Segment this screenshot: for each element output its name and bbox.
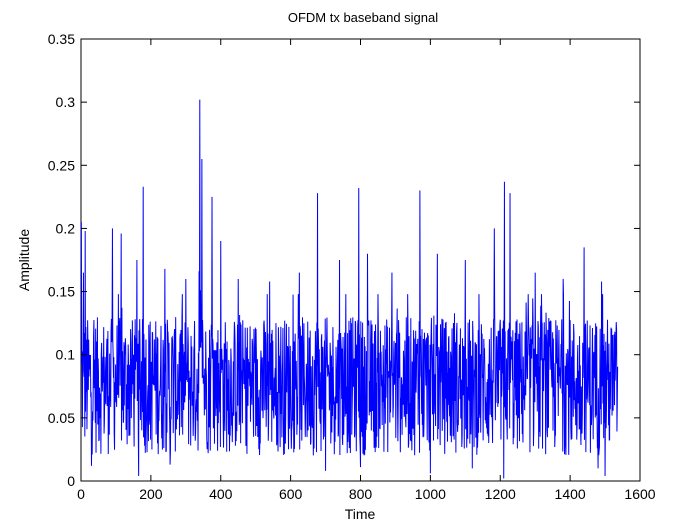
x-tick-label: 1000 [415,486,446,502]
y-tick-label: 0.15 [48,284,75,300]
chart-title: OFDM tx baseband signal [288,10,438,25]
y-tick-label: 0 [67,473,75,489]
y-tick-label: 0.3 [56,94,76,110]
tick-layer: 0 200 400 600 800 1000 1200 1400 1600 0 0.05 0.1 0.1… [48,31,656,502]
signal-series-line [80,99,619,479]
x-tick-label: 0 [77,486,85,502]
y-tick-label: 0.1 [56,347,76,363]
y-axis-label: Amplitude [16,229,32,291]
y-tick-label: 0.2 [56,220,76,236]
x-tick-label: 400 [209,486,233,502]
y-tick-label: 0.05 [48,410,75,426]
x-axis-label: Time [345,506,376,522]
x-tick-label: 800 [349,486,373,502]
x-tick-label: 1600 [624,486,655,502]
x-tick-label: 1200 [485,486,516,502]
series-layer [80,99,619,479]
y-tick-label: 0.25 [48,157,75,173]
x-tick-label: 1400 [555,486,586,502]
y-tick-label: 0.35 [48,31,75,47]
x-tick-label: 600 [279,486,303,502]
x-tick-label: 200 [139,486,163,502]
